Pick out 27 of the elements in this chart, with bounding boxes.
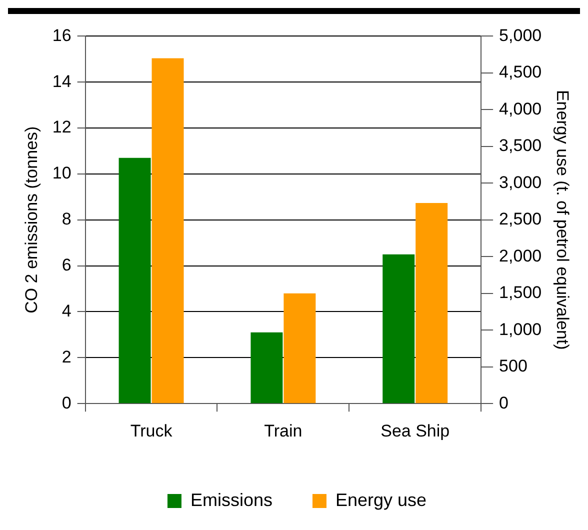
x-tick-label: Train: [264, 421, 302, 440]
y-tick-label: 6: [62, 256, 72, 275]
y-tick-label: 14: [52, 72, 72, 91]
legend-label: Energy use: [335, 490, 427, 510]
y-tick-label: 10: [52, 164, 72, 183]
y2-tick-label: 5,000: [499, 26, 542, 45]
y-tick-label: 4: [62, 301, 72, 320]
y2-tick-label: 2,500: [499, 210, 542, 229]
x-tick-label: Sea Ship: [380, 421, 450, 440]
legend-label: Emissions: [190, 490, 272, 510]
y-tick-label: 2: [62, 347, 72, 366]
y2-tick-label: 3,000: [499, 172, 542, 192]
y-tick-label: 0: [62, 393, 72, 412]
y2-tick-label: 4,000: [499, 99, 542, 118]
y2-tick-label: 0: [499, 393, 509, 412]
y-tick-label: 16: [52, 26, 72, 45]
y2-tick-label: 3,500: [499, 136, 542, 156]
y-tick-label: 12: [52, 118, 72, 137]
y2-tick-label: 1,000: [499, 320, 542, 339]
x-tick-label: Truck: [130, 421, 173, 440]
y2-tick-label: 4,500: [499, 62, 542, 82]
y2-tick-label: 1,500: [499, 283, 542, 302]
y2-tick-label: 2,000: [499, 246, 542, 266]
y2-tick-label: 500: [499, 356, 528, 376]
y-axis-title: CO 2 emissions (tonnes): [22, 126, 41, 314]
y2-axis-title: Energy use (t. of petrol equivalent): [553, 90, 572, 350]
y-tick-label: 8: [62, 210, 72, 229]
